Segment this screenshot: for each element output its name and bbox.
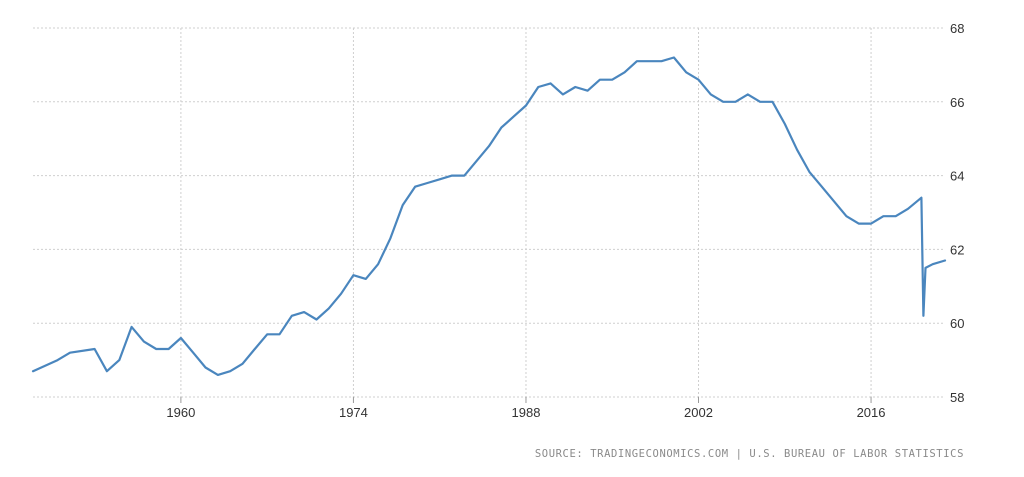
y-tick-label-60: 60 [950,316,964,331]
y-tick-label-58: 58 [950,390,964,405]
x-tick-label-2002: 2002 [684,405,713,420]
source-note: SOURCE: TRADINGECONOMICS.COM | U.S. BURE… [534,448,964,460]
y-tick-label-64: 64 [950,169,964,184]
y-tick-label-62: 62 [950,242,964,257]
y-tick-label-68: 68 [950,21,964,36]
series-line-0 [31,56,947,376]
x-tick-label-1988: 1988 [512,405,541,420]
y-tick-label-66: 66 [950,95,964,110]
x-tick-label-2016: 2016 [857,405,886,420]
y-axis-ticks: 58 60 62 64 66 68 [950,21,964,405]
series-line-group [31,56,947,376]
x-axis-ticks: 1960 1974 1988 2002 2016 [166,397,886,420]
x-tick-label-1974: 1974 [339,405,368,420]
x-tick-label-1960: 1960 [166,405,195,420]
gridlines [33,27,945,398]
